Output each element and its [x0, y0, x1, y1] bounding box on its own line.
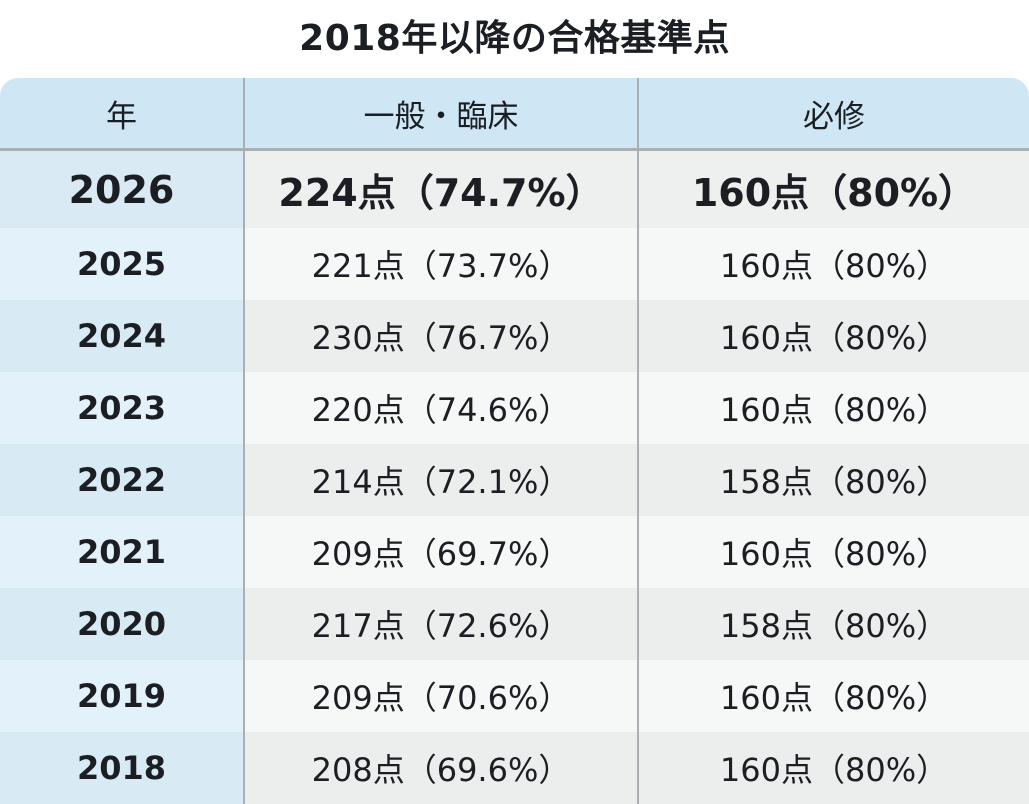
- general-score-cell: 221点（73.7%）: [243, 228, 637, 300]
- required-score-cell: 160点（80%）: [637, 228, 1029, 300]
- table-header: 年 一般・臨床 必修: [0, 78, 1029, 151]
- general-score-cell: 209点（70.6%）: [243, 660, 637, 732]
- general-score-cell: 220点（74.6%）: [243, 372, 637, 444]
- header-required: 必修: [637, 78, 1029, 148]
- required-score-cell: 158点（80%）: [637, 444, 1029, 516]
- page-title: 2018年以降の合格基準点: [299, 18, 730, 59]
- year-cell: 2026: [0, 151, 243, 228]
- required-score-cell: 160点（80%）: [637, 151, 1029, 228]
- passing-score-table: 年 一般・臨床 必修 2026 224点（74.7%） 160点（80%） 20…: [0, 78, 1029, 804]
- general-score-cell: 209点（69.7%）: [243, 516, 637, 588]
- table-row: 2020 217点（72.6%） 158点（80%）: [0, 588, 1029, 660]
- year-cell: 2022: [0, 444, 243, 516]
- year-cell: 2023: [0, 372, 243, 444]
- required-score-cell: 160点（80%）: [637, 300, 1029, 372]
- required-score-cell: 158点（80%）: [637, 588, 1029, 660]
- required-score-cell: 160点（80%）: [637, 660, 1029, 732]
- table-row: 2022 214点（72.1%） 158点（80%）: [0, 444, 1029, 516]
- general-score-cell: 230点（76.7%）: [243, 300, 637, 372]
- table-row-highlight: 2026 224点（74.7%） 160点（80%）: [0, 151, 1029, 228]
- required-score-cell: 160点（80%）: [637, 516, 1029, 588]
- general-score-cell: 214点（72.1%）: [243, 444, 637, 516]
- table-row: 2024 230点（76.7%） 160点（80%）: [0, 300, 1029, 372]
- table-row: 2019 209点（70.6%） 160点（80%）: [0, 660, 1029, 732]
- year-cell: 2019: [0, 660, 243, 732]
- year-cell: 2021: [0, 516, 243, 588]
- year-cell: 2024: [0, 300, 243, 372]
- header-general-clinical: 一般・臨床: [243, 78, 637, 148]
- year-cell: 2020: [0, 588, 243, 660]
- required-score-cell: 160点（80%）: [637, 732, 1029, 804]
- table-row: 2018 208点（69.6%） 160点（80%）: [0, 732, 1029, 804]
- required-score-cell: 160点（80%）: [637, 372, 1029, 444]
- table-row: 2023 220点（74.6%） 160点（80%）: [0, 372, 1029, 444]
- year-cell: 2025: [0, 228, 243, 300]
- header-year: 年: [106, 98, 137, 135]
- year-cell: 2018: [0, 732, 243, 804]
- general-score-cell: 224点（74.7%）: [243, 151, 637, 228]
- general-score-cell: 208点（69.6%）: [243, 732, 637, 804]
- table-row: 2025 221点（73.7%） 160点（80%）: [0, 228, 1029, 300]
- table-row: 2021 209点（69.7%） 160点（80%）: [0, 516, 1029, 588]
- general-score-cell: 217点（72.6%）: [243, 588, 637, 660]
